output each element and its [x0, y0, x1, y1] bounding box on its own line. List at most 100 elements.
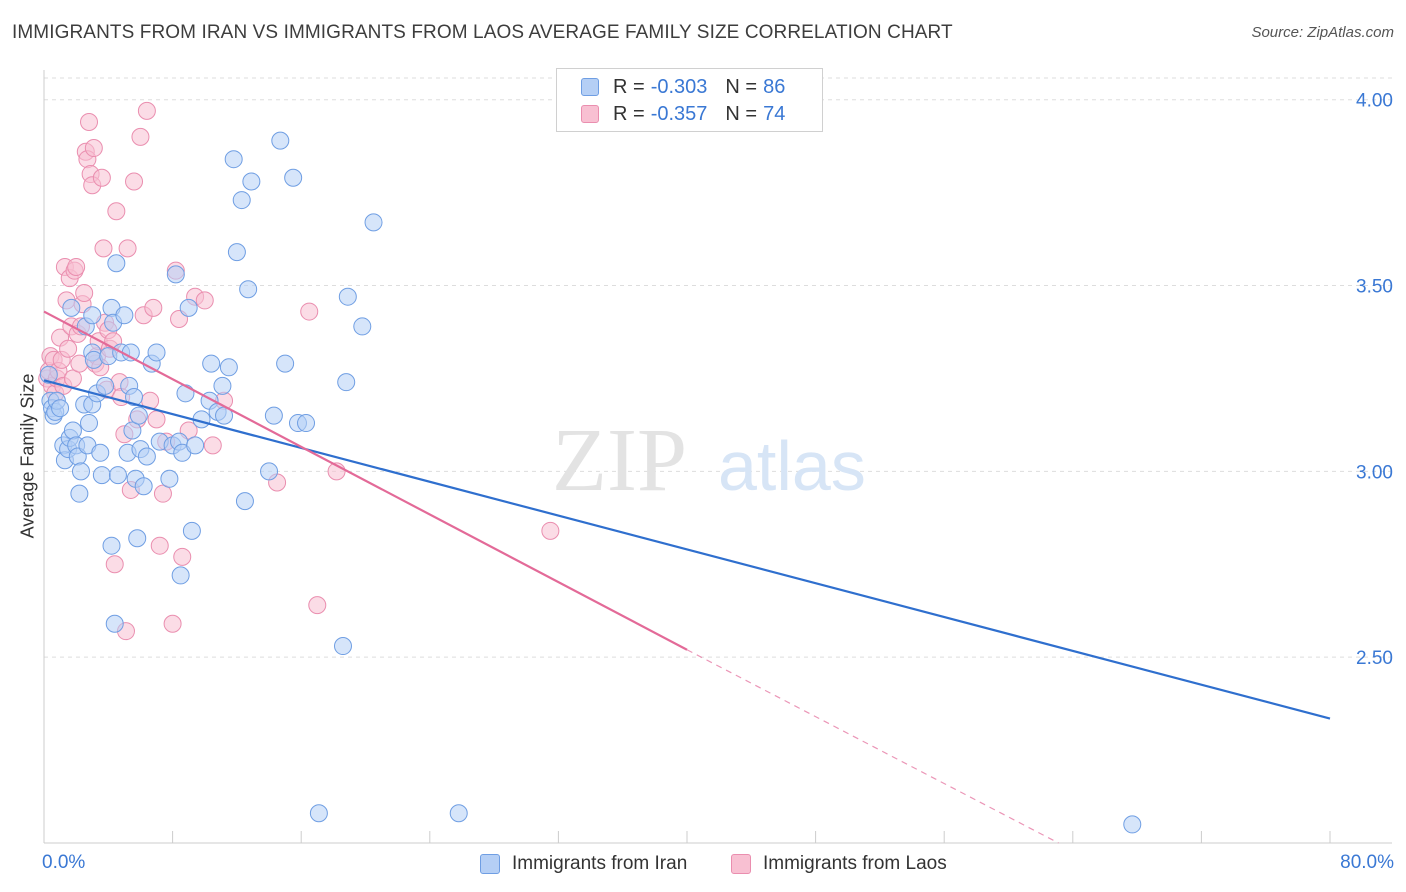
laos-point: [118, 239, 137, 258]
laos-point: [163, 614, 182, 633]
iran-n-label: N =: [725, 75, 758, 98]
iran-point: [239, 280, 258, 299]
legend-iran-label: Immigrants from Iran: [512, 853, 688, 874]
legend-laos-swatch: [731, 854, 751, 874]
iran-point: [160, 469, 179, 488]
laos-swatch: [581, 105, 599, 123]
iran-point: [137, 447, 156, 466]
laos-point: [92, 168, 111, 187]
y-tick-label: 4.00: [1356, 91, 1393, 112]
iran-point: [83, 306, 102, 325]
iran-point: [264, 406, 283, 425]
iran-point: [224, 150, 243, 169]
iran-point: [179, 298, 198, 317]
iran-point: [271, 131, 290, 150]
iran-r-value: -0.303: [650, 75, 708, 98]
iran-point: [260, 462, 279, 481]
iran-point: [128, 529, 147, 548]
iran-point: [186, 436, 205, 455]
iran-point: [309, 804, 328, 823]
iran-point: [227, 243, 246, 262]
iran-point: [449, 804, 468, 823]
iran-point: [102, 536, 121, 555]
laos-r-label: R =: [613, 102, 645, 125]
iran-n-value: 86: [763, 75, 786, 98]
laos-r-value: -0.357: [650, 102, 708, 125]
iran-point: [39, 365, 58, 384]
iran-point: [1123, 815, 1142, 834]
y-tick-label: 3.50: [1356, 277, 1393, 298]
legend-item-laos[interactable]: Immigrants from Laos: [731, 853, 947, 875]
iran-point: [284, 168, 303, 187]
y-tick-label: 2.50: [1356, 648, 1393, 669]
iran-point: [129, 406, 148, 425]
iran-point: [91, 443, 110, 462]
legend-iran-swatch: [480, 854, 500, 874]
laos-n-value: 74: [763, 102, 786, 125]
iran-point: [333, 637, 352, 656]
stats-legend: R = -0.303 N = 86 R = -0.357 N = 74: [556, 68, 823, 132]
iran-point: [62, 298, 81, 317]
laos-point: [195, 291, 214, 310]
iran-point: [176, 384, 195, 403]
iran-point: [125, 388, 144, 407]
iran-point: [297, 414, 316, 433]
laos-n-label: N =: [725, 102, 758, 125]
laos-point: [137, 101, 156, 120]
laos-point: [107, 202, 126, 221]
source-note: Source: ZipAtlas.com: [1251, 24, 1394, 41]
iran-point: [182, 521, 201, 540]
watermark-zip: ZIP: [552, 411, 687, 510]
iran-point: [276, 354, 295, 373]
laos-point: [94, 239, 113, 258]
laos-point: [59, 339, 78, 358]
iran-point: [171, 566, 190, 585]
iran-point: [353, 317, 372, 336]
laos-point: [144, 298, 163, 317]
y-tick-label: 3.00: [1356, 462, 1393, 483]
iran-point: [242, 172, 261, 191]
laos-point: [300, 302, 319, 321]
laos-point: [67, 257, 86, 276]
iran-point: [71, 462, 90, 481]
iran-point: [108, 466, 127, 485]
iran-point: [134, 477, 153, 496]
laos-point: [105, 555, 124, 574]
iran-points: [39, 131, 1142, 834]
watermark-atlas: atlas: [718, 427, 866, 505]
legend-item-iran[interactable]: Immigrants from Iran: [480, 853, 687, 875]
laos-point: [125, 172, 144, 191]
laos-trend-extension: [686, 649, 1059, 844]
laos-point: [308, 596, 327, 615]
stats-legend-laos-row: R = -0.357 N = 74: [581, 102, 785, 126]
iran-point: [166, 265, 185, 284]
trend-lines: [43, 310, 1331, 844]
laos-trend-line: [43, 310, 688, 651]
x-tick-min: 0.0%: [42, 852, 86, 873]
iran-point: [63, 421, 82, 440]
iran-swatch: [581, 78, 599, 96]
iran-point: [80, 414, 99, 433]
y-tick-labels: 2.50 3.00 3.50 4.00: [1356, 91, 1393, 669]
iran-point: [107, 254, 126, 273]
stats-legend-iran-row: R = -0.303 N = 86: [581, 75, 785, 99]
laos-point: [80, 113, 99, 132]
iran-point: [364, 213, 383, 232]
grid-lines: [44, 77, 1392, 658]
x-tick-max: 80.0%: [1340, 852, 1394, 873]
legend-laos-label: Immigrants from Laos: [763, 853, 947, 874]
iran-trend-line: [43, 379, 1331, 720]
iran-point: [105, 614, 124, 633]
iran-point: [115, 306, 134, 325]
laos-point: [153, 484, 172, 503]
iran-point: [70, 484, 89, 503]
iran-point: [123, 421, 142, 440]
laos-point: [203, 436, 222, 455]
laos-point: [541, 521, 560, 540]
iran-point: [235, 492, 254, 511]
iran-point: [337, 373, 356, 392]
laos-point: [150, 536, 169, 555]
iran-point: [338, 287, 357, 306]
laos-point: [131, 127, 150, 146]
